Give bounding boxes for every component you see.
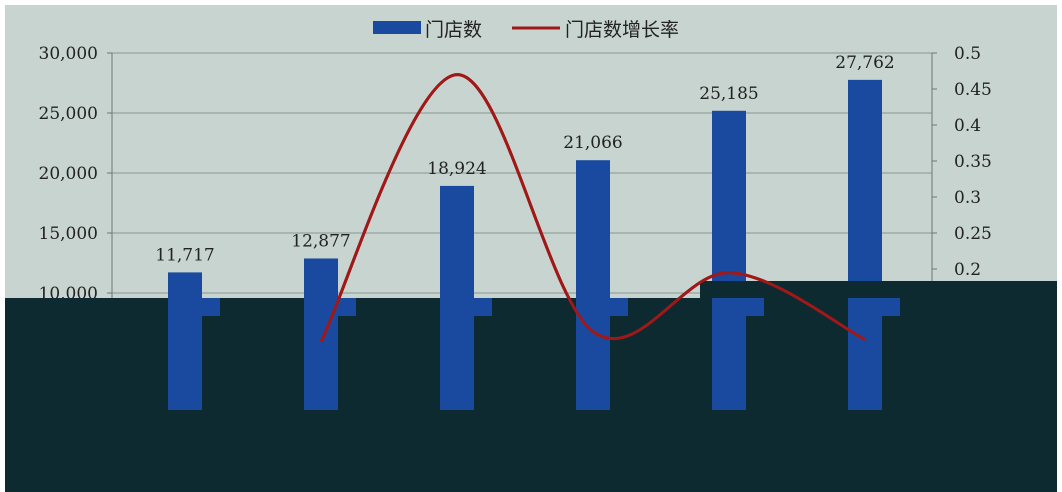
legend-label-line: 门店数增长率 (565, 19, 679, 41)
bar-fragment-top-5 (848, 298, 900, 316)
gridlines (112, 52, 932, 294)
y-right-tick-label-4: 0.4 (954, 116, 981, 136)
bar-fragment-top-2 (440, 298, 492, 316)
y-left-tick-label-3: 25,000 (39, 104, 98, 124)
bar-fragment-top-0 (168, 298, 220, 316)
legend-label-bar: 门店数 (425, 19, 482, 41)
y-right-tick-label-1: 0.25 (954, 224, 992, 244)
data-label-5: 27,762 (835, 53, 894, 73)
occluder-right-step (700, 281, 1057, 299)
y-right-tick-label-3: 0.35 (954, 152, 992, 172)
data-label-2: 18,924 (427, 159, 486, 179)
bar-fragment-top-3 (576, 298, 628, 316)
y-right-tick-label-6: 0.5 (954, 44, 981, 64)
y-left-tick-label-4: 30,000 (39, 44, 98, 64)
bar-fragment-0 (168, 316, 202, 410)
bar-fragment-5 (848, 316, 882, 410)
y-right-tick-label-2: 0.3 (954, 188, 981, 208)
tick-labels: 10,00015,00020,00025,00030,0000.20.250.3… (39, 44, 992, 304)
occluded-region (5, 73, 1057, 492)
data-label-0: 11,717 (155, 245, 214, 265)
bar-fragment-1 (304, 316, 338, 410)
legend: 门店数 门店数增长率 (373, 19, 679, 41)
y-left-tick-label-2: 20,000 (39, 164, 98, 184)
data-label-3: 21,066 (563, 133, 622, 153)
bar-fragment-top-4 (712, 298, 764, 316)
y-right-tick-label-0: 0.2 (954, 260, 981, 280)
growth-rate-line-overlay (319, 73, 866, 343)
data-label-1: 12,877 (291, 231, 350, 251)
bar-fragment-4 (712, 316, 746, 410)
data-labels: 11,717 12,877 18,924 21,066 25,185 27,762 (155, 53, 894, 266)
data-label-4: 25,185 (699, 84, 758, 104)
y-left-tick-label-1: 15,000 (39, 224, 98, 244)
bar-fragment-top-1 (304, 298, 356, 316)
legend-swatch-bar (373, 21, 421, 34)
y-right-tick-label-5: 0.45 (954, 80, 992, 100)
occluder-lower (5, 298, 1057, 492)
bar-fragment-2 (440, 316, 474, 410)
